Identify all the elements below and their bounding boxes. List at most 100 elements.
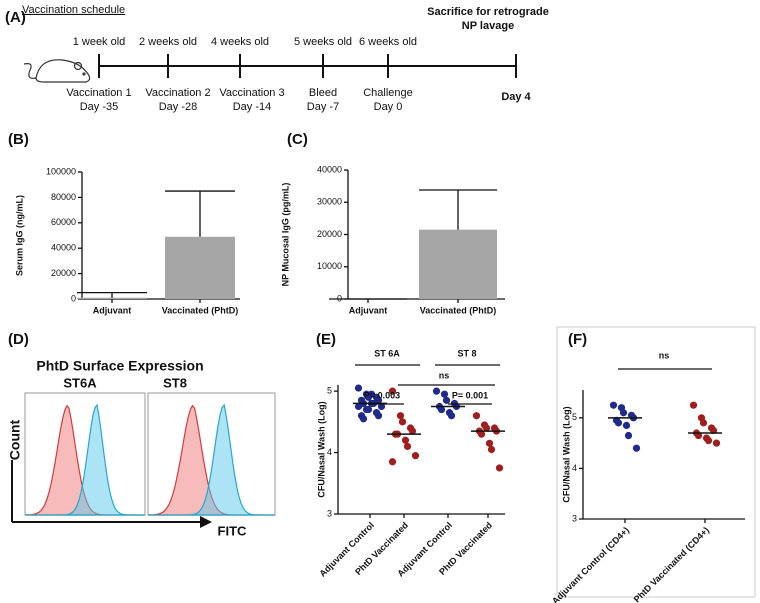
data-point <box>437 405 446 414</box>
data-point <box>447 412 456 420</box>
y-tick-label: 40000 <box>317 164 342 174</box>
data-point <box>609 401 618 409</box>
flow-ylabel: Count <box>7 419 23 460</box>
event-day: Day -14 <box>233 101 272 113</box>
flow-strain: ST6A <box>63 375 97 390</box>
flow-histogram <box>148 403 275 516</box>
event-name: Vaccination 3 <box>219 87 284 99</box>
data-point <box>377 402 386 411</box>
data-point <box>359 415 368 423</box>
data-point <box>487 445 496 454</box>
data-point <box>401 436 410 444</box>
y-tick-label: 3 <box>572 513 577 523</box>
data-point <box>712 439 721 447</box>
bar <box>419 229 497 299</box>
event-day: Day -28 <box>159 101 198 113</box>
data-point <box>442 396 451 404</box>
x-tick-label: Vaccinated (PhtD) <box>162 305 239 315</box>
panel-label: (A) <box>5 9 26 26</box>
data-point <box>614 419 623 427</box>
panel-frame <box>556 326 756 598</box>
data-point <box>398 418 407 426</box>
flow-axes <box>12 516 212 528</box>
panel-label: (E) <box>316 331 336 348</box>
event-name: Bleed <box>309 87 337 99</box>
y-tick-label: 3 <box>327 508 332 518</box>
y-tick-label: 4 <box>572 463 577 473</box>
event-name: Challenge <box>363 87 413 99</box>
data-point <box>354 384 363 392</box>
bar <box>77 297 147 299</box>
data-point <box>472 412 481 420</box>
final-day: Day 4 <box>501 91 531 103</box>
y-tick-label: 30000 <box>317 197 342 207</box>
event-age: 2 weeks old <box>139 36 197 48</box>
mouse-icon <box>23 59 91 83</box>
data-point <box>374 412 383 420</box>
data-point <box>632 444 641 452</box>
flow-histogram <box>25 403 145 516</box>
error-bar <box>419 189 497 230</box>
x-tick-label: Vaccinated (PhtD) <box>420 305 497 315</box>
data-point <box>689 401 698 409</box>
data-point <box>411 452 420 460</box>
y-axis-label: Serum IgG (ng/mL) <box>14 195 24 276</box>
y-axis-label: CFU/Nasal Wash (Log) <box>316 401 326 497</box>
data-point <box>482 424 491 432</box>
data-point <box>403 442 412 451</box>
data-point <box>440 390 449 398</box>
event-age: 4 weeks old <box>211 36 269 48</box>
data-point <box>619 409 628 417</box>
annotation: ns <box>659 350 670 360</box>
y-tick-label: 40000 <box>51 243 76 253</box>
y-tick-label: 60000 <box>51 217 76 227</box>
annotation: ns <box>439 370 450 380</box>
final-event: Sacrifice for retrograde <box>427 6 549 18</box>
data-point <box>388 387 397 395</box>
panel-label: (F) <box>568 331 587 348</box>
timeline-title: Vaccination schedule <box>22 4 125 16</box>
data-point <box>367 390 376 398</box>
flow-xlabel: FITC <box>218 523 247 538</box>
x-tick-label: PhtD Vaccinated (CD4+) <box>632 525 711 603</box>
data-point <box>624 431 633 440</box>
data-point <box>388 458 397 466</box>
panel-label: (D) <box>8 331 29 348</box>
x-tick-label: Adjuvant Control <box>317 520 376 579</box>
event-age: 6 weeks old <box>359 36 417 48</box>
y-tick-label: 20000 <box>51 268 76 278</box>
error-bar <box>165 190 235 237</box>
y-tick-label: 4 <box>327 447 332 457</box>
y-axis-label: NP Mucosal IgG (pg/mL) <box>280 183 290 287</box>
bar <box>165 236 235 299</box>
annotation: ST 6A <box>374 348 400 358</box>
data-point <box>408 427 417 435</box>
annotation: ST 8 <box>457 348 476 358</box>
y-tick-label: 5 <box>327 386 332 396</box>
event-day: Day -7 <box>307 101 339 113</box>
event-day: Day 0 <box>374 101 403 113</box>
event-name: Vaccination 1 <box>66 87 131 99</box>
y-tick-label: 100000 <box>46 166 76 176</box>
annotation: P= 0.003 <box>364 390 400 400</box>
data-point <box>354 402 363 411</box>
annotation: P= 0.001 <box>452 390 488 400</box>
data-point <box>396 412 405 420</box>
y-tick-label: 5 <box>572 412 577 422</box>
panel-label: (C) <box>287 131 308 148</box>
y-tick-label: 20000 <box>317 229 342 239</box>
error-bar <box>77 292 147 298</box>
data-point <box>485 439 494 447</box>
event-day: Day -35 <box>80 101 119 113</box>
y-tick-label: 0 <box>71 293 76 303</box>
flow-strain: ST8 <box>163 375 187 390</box>
event-age: 5 weeks old <box>294 36 352 48</box>
data-point <box>477 430 486 438</box>
flow-title: PhtD Surface Expression <box>36 358 203 374</box>
data-point <box>364 405 373 414</box>
event-name: Vaccination 2 <box>145 87 210 99</box>
data-point <box>699 419 708 427</box>
data-point <box>704 436 713 445</box>
x-tick-label: Adjuvant <box>93 305 132 315</box>
